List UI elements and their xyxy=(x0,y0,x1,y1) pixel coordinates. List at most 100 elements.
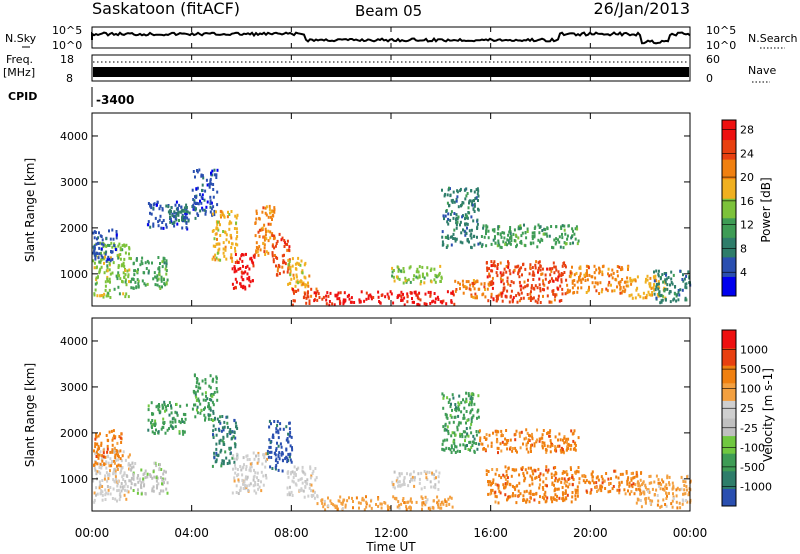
echo-cell xyxy=(185,206,188,209)
echo-cell xyxy=(130,468,133,472)
echo-cell xyxy=(469,409,472,413)
echo-cell xyxy=(265,213,268,217)
echo-cell xyxy=(220,462,223,466)
echo-cell xyxy=(435,469,438,473)
echo-cell xyxy=(500,246,503,249)
echo-cell xyxy=(542,487,545,491)
echo-cell xyxy=(588,273,591,277)
echo-cell xyxy=(564,489,567,493)
echo-cell xyxy=(291,448,294,452)
echo-cell xyxy=(660,483,663,487)
echo-cell xyxy=(564,292,567,296)
echo-cell xyxy=(431,471,434,475)
echo-cell xyxy=(341,507,344,510)
echo-cell xyxy=(107,243,109,247)
echo-cell xyxy=(560,480,563,484)
echo-cell xyxy=(562,262,565,265)
noise-panel: N.Sky 10^5 10^0 10^5 10^0 N.Search xyxy=(5,24,798,52)
echo-cell xyxy=(289,444,292,448)
echo-cell xyxy=(446,193,449,197)
echo-cell xyxy=(93,249,96,253)
echo-cell xyxy=(490,295,493,299)
echo-cell xyxy=(98,486,101,490)
echo-cell xyxy=(116,480,119,484)
echo-cell xyxy=(213,168,216,172)
echo-region xyxy=(92,228,118,263)
echo-cell xyxy=(178,219,180,222)
echo-cell xyxy=(116,489,119,493)
echo-cell xyxy=(483,447,485,450)
echo-cell xyxy=(525,500,528,504)
echo-cell xyxy=(104,288,107,292)
echo-cell xyxy=(118,292,121,296)
echo-cell xyxy=(554,265,557,269)
echo-cell xyxy=(639,484,642,488)
echo-cell xyxy=(113,446,116,450)
echo-cell xyxy=(232,454,235,458)
echo-cell xyxy=(127,295,130,299)
echo-cell xyxy=(242,271,245,275)
echo-cell xyxy=(507,265,510,269)
echo-cell xyxy=(161,207,164,211)
echo-cell xyxy=(473,441,475,445)
echo-cell xyxy=(230,236,233,240)
echo-cell xyxy=(355,496,358,500)
echo-cell xyxy=(277,468,280,472)
echo-cell xyxy=(152,222,155,226)
echo-cell xyxy=(212,424,215,428)
echo-cell xyxy=(579,272,582,276)
echo-cell xyxy=(276,239,279,243)
echo-cell xyxy=(203,198,206,202)
echo-cell xyxy=(163,469,166,473)
echo-cell xyxy=(137,268,139,272)
echo-cell xyxy=(305,301,308,305)
echo-cell xyxy=(196,389,199,393)
echo-cell xyxy=(473,287,476,291)
echo-cell xyxy=(439,264,442,268)
echo-cell xyxy=(546,484,548,488)
echo-cell xyxy=(655,269,658,273)
echo-cell xyxy=(459,282,461,286)
echo-cell xyxy=(157,224,160,228)
echo-cell xyxy=(216,168,219,172)
echo-cell xyxy=(433,292,436,295)
echo-cell xyxy=(239,267,242,270)
echo-cell xyxy=(521,273,523,277)
echo-cell xyxy=(270,456,273,459)
echo-cell xyxy=(554,435,557,439)
echo-cell xyxy=(123,275,126,279)
echo-cell xyxy=(573,442,576,446)
echo-cell xyxy=(450,451,453,454)
echo-cell xyxy=(140,486,143,490)
echo-cell xyxy=(120,459,123,463)
echo-cell xyxy=(458,394,461,398)
echo-cell xyxy=(134,462,137,465)
echo-cell xyxy=(546,286,549,290)
echo-cell xyxy=(509,232,512,235)
echo-cell xyxy=(486,225,489,229)
echo-cell xyxy=(552,292,555,296)
echo-cell xyxy=(595,481,598,485)
echo-cell xyxy=(585,291,588,294)
echo-cell xyxy=(176,206,179,210)
echo-cell xyxy=(510,289,513,293)
echo-cell xyxy=(496,232,499,235)
echo-cell xyxy=(155,428,157,432)
echo-cell xyxy=(517,236,520,240)
echo-cell xyxy=(405,507,408,511)
echo-cell xyxy=(107,279,109,283)
colorbar-segment xyxy=(722,178,736,199)
echo-cell xyxy=(273,420,276,423)
echo-cell xyxy=(229,234,232,238)
echo-cell xyxy=(304,472,307,476)
nave-label: Nave xyxy=(748,64,776,77)
echo-cell xyxy=(518,299,521,303)
echo-cell xyxy=(274,459,277,463)
echo-cell xyxy=(167,205,170,209)
echo-cell xyxy=(497,225,500,229)
echo-cell xyxy=(112,261,115,265)
echo-cell xyxy=(296,279,299,283)
echo-cell xyxy=(280,452,283,456)
echo-cell xyxy=(229,428,232,431)
echo-cell xyxy=(254,481,257,484)
